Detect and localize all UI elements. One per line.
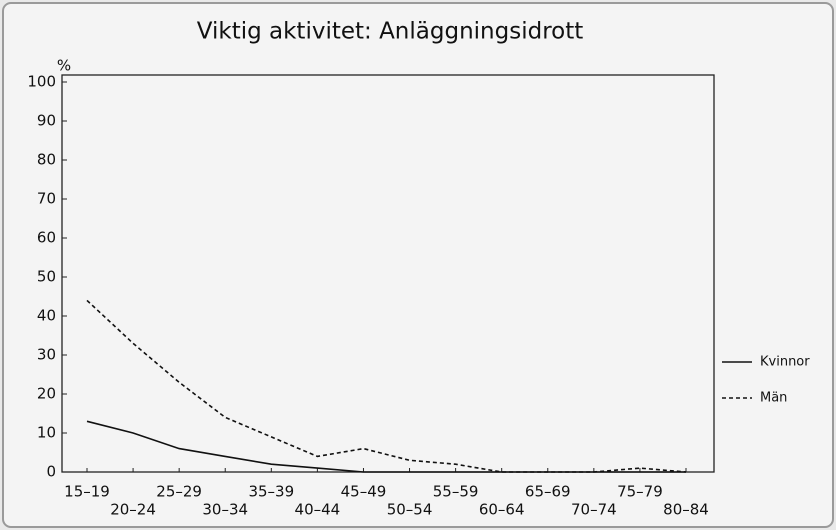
- y-tick-label: 40: [37, 307, 56, 325]
- y-tick-label: 50: [37, 268, 56, 286]
- y-tick-label: 90: [37, 112, 56, 130]
- y-tick-label: 10: [37, 424, 56, 442]
- x-tick-label: 25–29: [156, 483, 202, 501]
- chart-title: Viktig aktivitet: Anläggningsidrott: [197, 19, 584, 45]
- y-axis-label: %: [57, 57, 71, 75]
- x-tick-label: 50–54: [387, 501, 433, 519]
- x-tick-label: 40–44: [295, 501, 341, 519]
- x-tick-label: 15–19: [64, 483, 110, 501]
- x-tick-label: 65–69: [525, 483, 571, 501]
- y-tick-label: 80: [37, 151, 56, 169]
- x-tick-label: 35–39: [248, 483, 294, 501]
- y-tick-label: 30: [37, 346, 56, 364]
- y-tick-label: 0: [46, 463, 56, 481]
- y-tick-label: 60: [37, 229, 56, 247]
- y-tick-label: 20: [37, 385, 56, 403]
- legend-label: Män: [760, 391, 787, 406]
- x-tick-label: 20–24: [110, 501, 156, 519]
- x-tick-label: 80–84: [663, 501, 709, 519]
- x-tick-label: 70–74: [571, 501, 617, 519]
- x-tick-label: 60–64: [479, 501, 525, 519]
- y-tick-label: 70: [37, 190, 56, 208]
- x-tick-label: 30–34: [202, 501, 248, 519]
- y-tick-label: 100: [27, 73, 56, 91]
- legend-label: Kvinnor: [760, 355, 810, 370]
- series-line: [86, 299, 687, 473]
- x-tick-label: 75–79: [617, 483, 663, 501]
- x-tick-label: 55–59: [433, 483, 479, 501]
- x-tick-label: 45–49: [341, 483, 387, 501]
